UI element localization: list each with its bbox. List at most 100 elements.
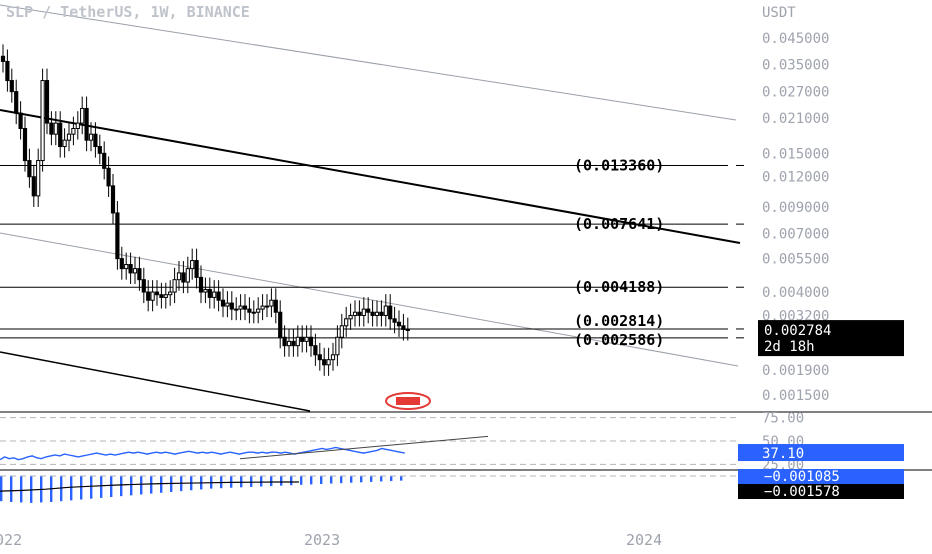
candle-body [220, 299, 226, 307]
candle-body [330, 354, 336, 361]
candle-body [53, 122, 58, 135]
macd-hist-bar [130, 476, 133, 496]
macd-hist-bar [400, 476, 403, 481]
x-tick-label: 2023 [304, 531, 340, 549]
macd-hist-value: −0.001085 [764, 469, 840, 485]
candle-body [44, 80, 50, 124]
candle-body [304, 336, 309, 342]
macd-hist-bar [80, 476, 83, 500]
candle-body [9, 80, 14, 93]
candle-body [216, 291, 221, 301]
candle-body [396, 321, 402, 327]
macd-hist-bar [290, 476, 293, 486]
candle-body [18, 112, 23, 130]
y-tick-label: 0.004000 [762, 285, 829, 301]
candle-body [260, 305, 265, 310]
candle-body [154, 291, 160, 296]
candle-body [401, 325, 406, 330]
candle-body [256, 308, 261, 313]
rsi-line [0, 446, 405, 461]
candle-body [295, 336, 300, 347]
y-tick-label: 0.012000 [762, 170, 829, 186]
macd-hist-bar [370, 476, 373, 482]
candle-body [14, 91, 19, 114]
candle-body [194, 260, 199, 278]
candle-body [163, 294, 168, 298]
macd-hist-bar [60, 476, 63, 502]
candle-body [159, 294, 164, 298]
candle-body [168, 291, 173, 296]
macd-hist-bar [300, 476, 303, 485]
macd-hist-bar [160, 476, 163, 493]
candle-body [286, 340, 292, 347]
candle-body [115, 212, 120, 260]
y-tick-label: 0.035000 [762, 57, 829, 73]
chart-title: SLP / TetherUS, 1W, BINANCE [6, 3, 250, 21]
macd-hist-tag [738, 469, 904, 484]
candle-body [300, 336, 305, 342]
macd-hist-bar [240, 476, 243, 488]
channel-mid-line [0, 109, 741, 244]
macd-hist-bar [110, 476, 113, 497]
candle-body [137, 268, 142, 281]
x-tick-label: 2022 [0, 531, 22, 549]
candle-body [128, 264, 133, 274]
candle-body [374, 311, 380, 316]
candle-body [198, 276, 204, 293]
rsi-trendline [239, 435, 489, 460]
macd-line [0, 481, 299, 492]
candle-body [124, 264, 129, 270]
candle-body [357, 311, 362, 316]
candle-body [313, 345, 318, 356]
candle-body [190, 260, 195, 270]
currency-label: USDT [762, 5, 796, 21]
candle-body [383, 305, 388, 316]
rsi-tick-label: 75.00 [762, 411, 804, 427]
candle-body [322, 359, 327, 366]
candle-body [352, 311, 358, 316]
candle-body [71, 128, 76, 135]
candle-body [119, 258, 124, 270]
candle-body [282, 336, 287, 347]
candle-body [49, 122, 54, 135]
candle-body [22, 128, 28, 162]
x-tick-label: 2024 [626, 531, 662, 549]
candle-body [339, 325, 344, 338]
macd-hist-bar [390, 476, 393, 482]
channel-lower-line [0, 232, 739, 367]
y-tick-label: 0.009000 [762, 200, 829, 216]
last-price-tag [758, 320, 904, 357]
candle-body [66, 133, 72, 141]
candle-body [229, 302, 234, 310]
candle-body [176, 272, 182, 281]
fib-level-label: (0.002586) [574, 331, 664, 349]
bar-countdown: 2d 18h [764, 339, 815, 355]
macd-hist-bar [340, 476, 343, 484]
candle-body [273, 299, 278, 313]
candle-body [141, 279, 146, 293]
y-tick-label: 0.007000 [762, 226, 829, 242]
macd-hist-bar [280, 476, 283, 486]
y-tick-label: 0.015000 [762, 146, 829, 162]
candle-body [36, 160, 41, 197]
candle-body [0, 55, 6, 62]
candle-body [110, 185, 116, 214]
macd-hist-bar [120, 476, 123, 497]
candle-body [212, 291, 217, 298]
channel-upper-line [0, 4, 737, 121]
macd-hist-bar [20, 476, 23, 503]
candle-body [97, 146, 102, 154]
macd-hist-bar [140, 476, 143, 495]
macd-hist-bar [330, 476, 333, 484]
candle-body [150, 291, 155, 301]
flag-icon-fill [396, 397, 420, 405]
rsi-value: 37.10 [762, 446, 804, 462]
macd-hist-bar [260, 476, 263, 487]
candle-body [238, 305, 243, 310]
candle-body [379, 311, 384, 316]
macd-hist-bar [150, 476, 153, 494]
candle-body [392, 318, 397, 323]
candle-body [278, 311, 283, 338]
